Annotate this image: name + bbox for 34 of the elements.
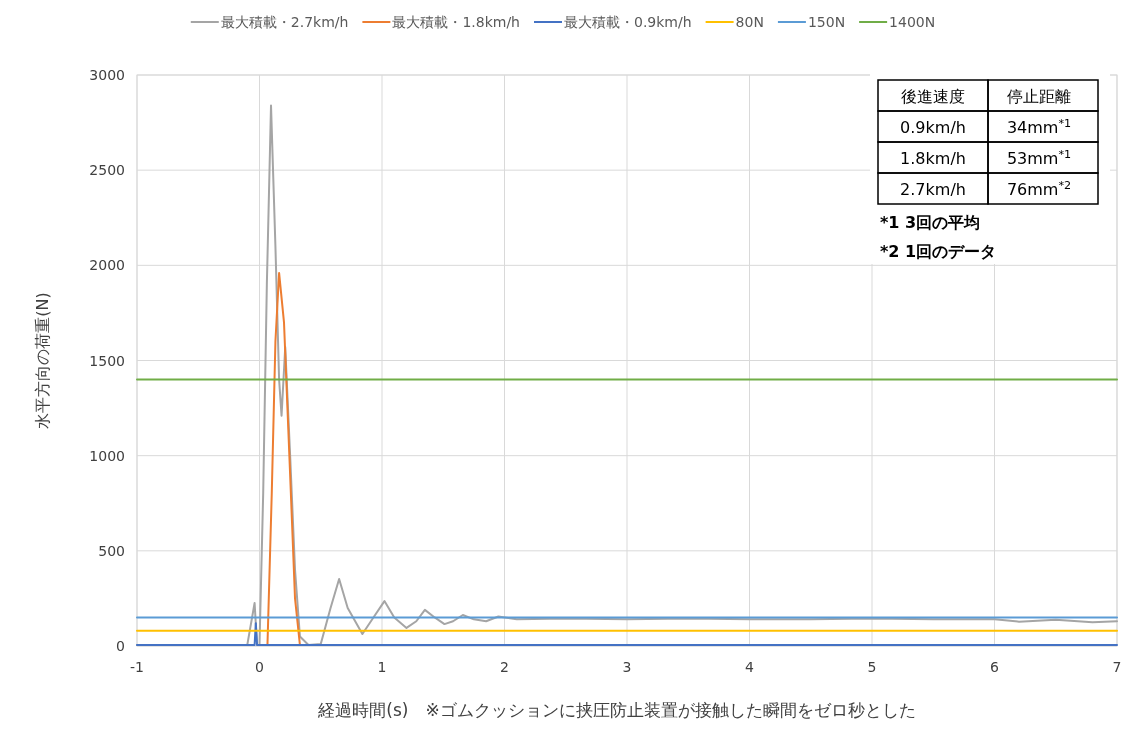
y-tick-label: 500 <box>98 542 125 559</box>
y-tick-label: 0 <box>116 638 125 654</box>
annotation: *2 1回のデータ <box>880 242 997 261</box>
annotation: 34mm$^{*1}$ <box>1006 116 1072 137</box>
x-tick-label: 4 <box>745 659 755 675</box>
y-tick-label: 1500 <box>89 352 125 369</box>
legend-label: 1400N <box>889 14 936 30</box>
x-tick-label: -1 <box>130 659 144 675</box>
x-tick-label: 5 <box>867 659 877 675</box>
annotation: 0.9km/h <box>900 118 966 137</box>
annotation: 53mm$^{*1}$ <box>1006 147 1072 168</box>
legend-label: 150N <box>807 14 846 30</box>
y-tick-label: 2500 <box>89 162 125 179</box>
x-tick-label: 7 <box>1112 659 1122 675</box>
legend-label: 最大積載・0.9km/h <box>564 14 692 30</box>
x-tick-label: 2 <box>500 659 509 675</box>
y-tick-label: 3000 <box>89 67 125 83</box>
x-tick-label: 1 <box>377 659 387 675</box>
annotation: 停止距離 <box>1007 87 1071 106</box>
annotation: *1 3回の平均 <box>880 213 981 232</box>
x-tick-label: 6 <box>990 659 1000 675</box>
x-tick-label: 3 <box>622 659 632 675</box>
legend-label: 最大積載・1.8km/h <box>392 14 520 30</box>
x-axis-title: 経過時間(s) ※ゴムクッションに挟圧防止装置が接触した瞬間をゼロ秒とした <box>317 700 916 720</box>
annotation: 2.7km/h <box>900 180 966 199</box>
legend-label: 最大積載・2.7km/h <box>220 14 349 30</box>
y-axis-title: 水平方向の荷重(N) <box>33 292 52 429</box>
y-tick-label: 2000 <box>89 257 125 274</box>
legend-label: 80N <box>735 14 764 30</box>
y-tick-label: 1000 <box>89 447 125 464</box>
annotation: 1.8km/h <box>900 149 966 168</box>
annotation: 後進速度 <box>901 87 965 106</box>
annotation: 76mm$^{*2}$ <box>1006 178 1072 199</box>
x-tick-label: 0 <box>255 659 264 675</box>
